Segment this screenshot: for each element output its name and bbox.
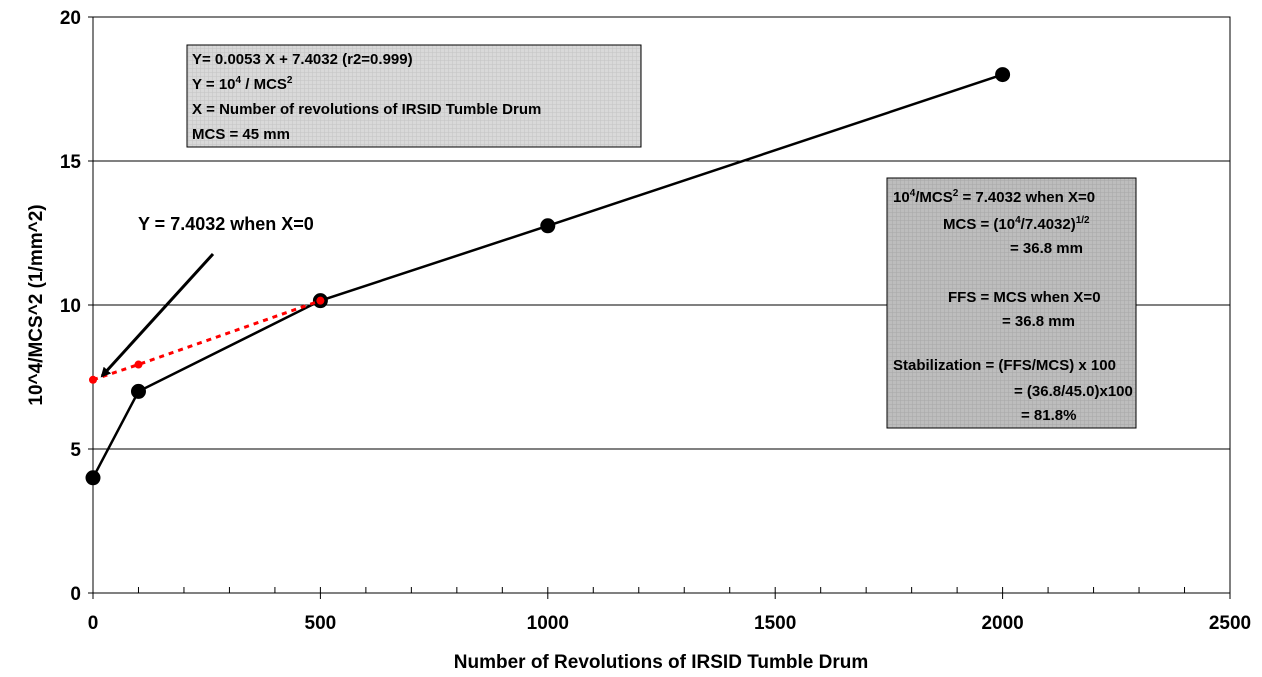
- x-tick-label: 1000: [527, 613, 569, 634]
- y-tick-label: 10: [60, 296, 81, 317]
- series-1-point: [130, 383, 146, 399]
- x-tick-label: 2500: [1209, 613, 1251, 634]
- series-1-point: [540, 218, 556, 234]
- y-tick-labels: 0 5 10 15 20: [60, 8, 82, 605]
- x-tick-label: 0: [88, 613, 99, 634]
- series: [85, 67, 1011, 486]
- calc-line-8: = 81.8%: [1021, 407, 1076, 424]
- series-2-point: [89, 375, 97, 384]
- x-axis-title: Number of Revolutions of IRSID Tumble Dr…: [454, 652, 869, 673]
- intercept-arrow: [100, 252, 215, 378]
- y-tick-label: 15: [60, 152, 82, 173]
- x-definition-line: X = Number of revolutions of IRSID Tumbl…: [192, 101, 541, 118]
- calc-line-2: MCS = (104/7.4032)1/2: [943, 215, 1090, 233]
- mcs-line: MCS = 45 mm: [192, 126, 290, 143]
- calc-line-5: = 36.8 mm: [1002, 313, 1075, 330]
- x-tick-label: 500: [305, 613, 337, 634]
- equation-annotation-box: Y= 0.0053 X + 7.4032 (r2=0.999) Y = 104 …: [186, 44, 642, 148]
- series-1-point: [995, 67, 1011, 83]
- formula-line: Y = 104 / MCS2: [192, 75, 293, 93]
- calc-line-7: = (36.8/45.0)x100: [1014, 383, 1133, 400]
- x-tick-labels: 0 500 1000 1500 2000 2500: [88, 613, 1251, 634]
- series-1-point: [85, 470, 101, 486]
- calc-line-1: 104/MCS2 = 7.4032 when X=0: [893, 188, 1095, 206]
- arrow-label: Y = 7.4032 when X=0: [138, 214, 314, 234]
- axis-ticks: [88, 16, 1231, 599]
- y-tick-label: 0: [70, 584, 81, 605]
- calculation-annotation-box: 104/MCS2 = 7.4032 when X=0 MCS = (104/7.…: [886, 177, 1137, 429]
- y-axis-title: 10^4/MCS^2 (1/mm^2): [26, 204, 47, 405]
- calc-line-4: FFS = MCS when X=0: [948, 289, 1101, 306]
- x-tick-label: 1500: [754, 613, 796, 634]
- y-tick-label: 20: [60, 8, 81, 29]
- equation-line: Y= 0.0053 X + 7.4032 (r2=0.999): [192, 51, 413, 68]
- y-tick-label: 5: [70, 440, 81, 461]
- calc-line-3: = 36.8 mm: [1010, 240, 1083, 257]
- calc-line-6: Stabilization = (FFS/MCS) x 100: [893, 357, 1116, 374]
- x-tick-label: 2000: [981, 613, 1023, 634]
- series-2-point: [134, 360, 143, 369]
- intercept-arrow-annotation: Y = 7.4032 when X=0: [100, 214, 314, 378]
- series-2-point: [316, 296, 325, 305]
